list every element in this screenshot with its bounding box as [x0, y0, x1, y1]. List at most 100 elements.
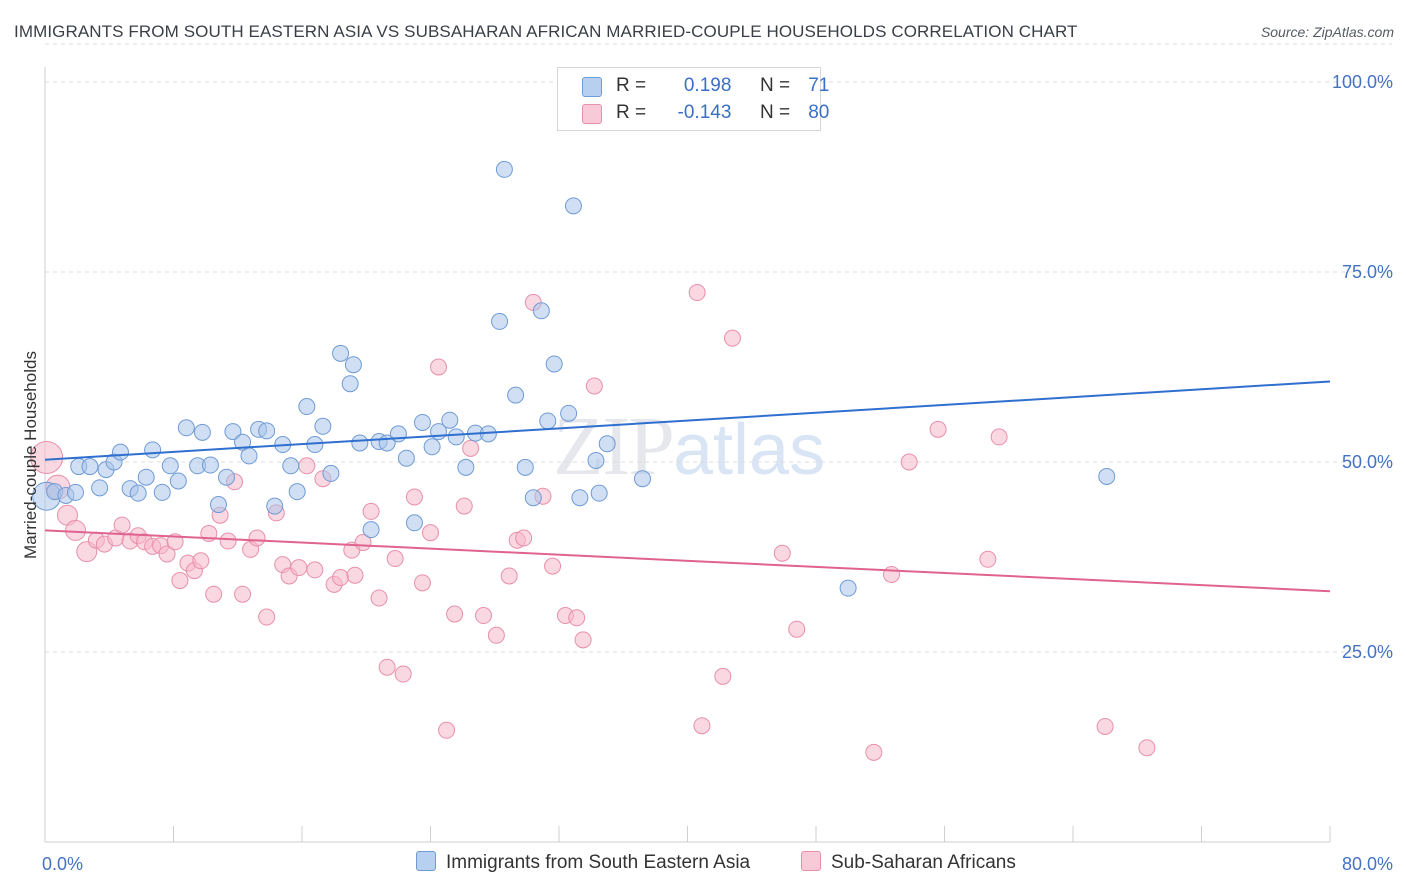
sea-point	[1098, 467, 1116, 485]
sea-point	[539, 412, 557, 430]
zipatlas-watermark: ZIPatlas	[553, 398, 825, 495]
legend-n-label: N =	[759, 75, 791, 96]
subsaharan-point	[290, 559, 308, 577]
sea-point	[598, 435, 616, 453]
sea-point	[344, 356, 362, 374]
subsaharan-point	[332, 569, 350, 587]
sea-point	[258, 422, 276, 440]
series-sea-points	[32, 160, 1116, 597]
sea-point	[298, 398, 316, 416]
subsaharan-point	[258, 608, 276, 626]
trend-lines	[44, 380, 1331, 593]
series-subsaharan-points	[30, 284, 1156, 761]
legend-n-label: N =	[759, 102, 791, 123]
legend-n-value: 80	[808, 102, 830, 123]
sea-point	[839, 579, 857, 597]
sea-point	[532, 302, 550, 320]
sea-point	[81, 458, 99, 476]
sea-point	[201, 456, 219, 474]
axes	[44, 67, 1331, 843]
sea-point	[137, 468, 155, 486]
subsaharan-point	[500, 567, 518, 585]
tick-labels: 25.0% 50.0% 75.0% 100.0% 0.0% 80.0%	[42, 72, 1393, 874]
subsaharan-point	[1096, 717, 1114, 735]
subsaharan-point	[394, 665, 412, 683]
subsaharan-point	[1138, 739, 1156, 757]
sea-point	[564, 197, 582, 215]
subsaharan-point	[166, 533, 184, 551]
subsaharan-point	[979, 550, 997, 568]
y-tick-label: 50.0%	[1342, 452, 1393, 472]
sea-point	[491, 312, 509, 330]
y-tick-label: 75.0%	[1342, 262, 1393, 282]
subsaharan-point	[413, 574, 431, 592]
sea-point	[457, 458, 475, 476]
subsaharan-point	[585, 377, 603, 395]
sea-point	[129, 484, 147, 502]
subsaharan-point	[386, 550, 404, 568]
watermark-atlas: atlas	[673, 410, 826, 490]
sea-point	[161, 457, 179, 475]
legend-swatch-blue	[582, 77, 602, 97]
legend-r-value: -0.143	[677, 102, 732, 123]
sea-point	[507, 386, 525, 404]
sea-point	[590, 484, 608, 502]
subsaharan-point	[773, 544, 791, 562]
sea-point	[322, 464, 340, 482]
subsaharan-point	[475, 607, 493, 625]
subsaharan-point	[422, 524, 439, 542]
sea-point	[288, 483, 306, 501]
subsaharan-point	[158, 545, 176, 563]
legend-text-pink: R = -0.143 N = 80	[616, 102, 829, 124]
subsaharan-point	[248, 529, 266, 547]
subsaharan-point	[171, 572, 189, 590]
subsaharan-point	[219, 532, 237, 550]
subsaharan-point	[865, 743, 883, 761]
subsaharan-point	[438, 721, 456, 739]
series-swatch-blue	[416, 851, 436, 871]
sea-point	[362, 521, 380, 539]
x-tick-label-min: 0.0%	[42, 854, 83, 874]
subsaharan-point	[714, 667, 732, 685]
subsaharan-point	[515, 529, 533, 547]
subsaharan-point	[688, 284, 706, 302]
subsaharan-point	[462, 439, 480, 457]
subsaharan-point	[900, 453, 918, 471]
legend-r-label: R =	[616, 102, 647, 123]
subsaharan-point	[882, 565, 900, 583]
subsaharan-point	[378, 658, 396, 676]
subsaharan-point	[487, 626, 505, 644]
sea-point	[351, 434, 369, 452]
subsaharan-point	[370, 589, 388, 607]
sea-point	[447, 428, 465, 446]
sea-point	[571, 489, 589, 507]
sea-point	[209, 496, 227, 514]
legend-r-value: 0.198	[683, 75, 732, 96]
sea-point	[441, 411, 459, 429]
subsaharan-point	[30, 440, 64, 474]
sea-point	[224, 423, 242, 441]
sea-point	[495, 160, 513, 178]
subsaharan-point	[693, 717, 711, 735]
sea-point	[332, 344, 350, 362]
sea-point	[67, 483, 85, 501]
sea-point	[314, 417, 332, 435]
sea-point	[397, 449, 415, 467]
subsaharan-point	[405, 488, 423, 506]
sea-point	[405, 514, 423, 532]
subsaharan-point	[430, 358, 448, 376]
subsaharan-point	[298, 457, 316, 475]
subsaharan-point	[446, 605, 464, 623]
sea-point	[266, 497, 284, 515]
subsaharan-point	[205, 585, 223, 603]
sea-point	[516, 458, 534, 476]
sea-point	[111, 443, 129, 461]
sea-point	[234, 433, 252, 451]
series-legend-blue: Immigrants from South Eastern Asia	[416, 851, 750, 874]
subsaharan-point	[306, 561, 324, 579]
subsaharan-point	[929, 420, 947, 438]
legend-r-label: R =	[616, 75, 647, 96]
subsaharan-trend-line	[44, 529, 1331, 593]
sea-point	[240, 447, 258, 465]
